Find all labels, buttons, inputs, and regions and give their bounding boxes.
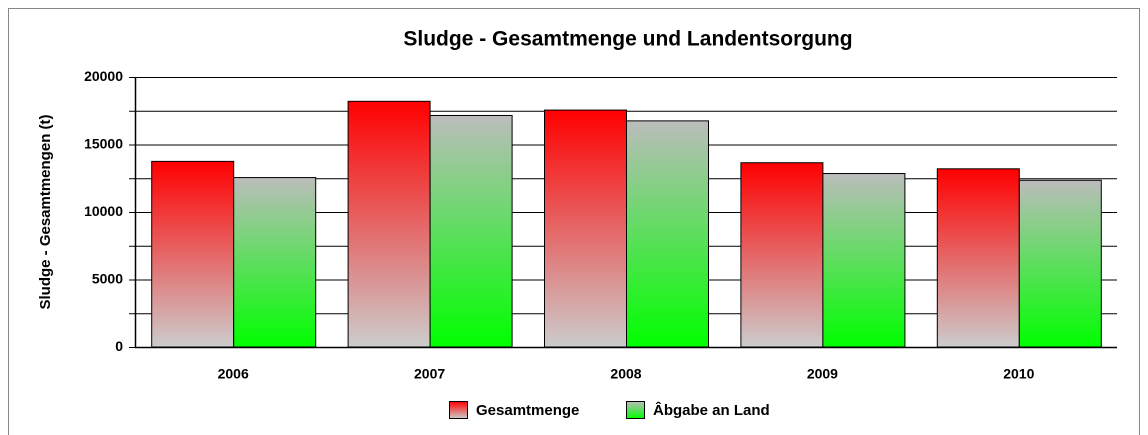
bar <box>936 168 1020 348</box>
chart-title: Sludge - Gesamtmenge und Landentsorgung <box>403 28 852 51</box>
x-tick-label: 2008 <box>610 366 641 382</box>
x-tick-label: 2009 <box>807 366 838 382</box>
y-tick-label: 10000 <box>84 203 123 219</box>
legend-swatch <box>626 401 645 419</box>
y-axis-label: Sludge - Gesamtmengen (t) <box>37 114 54 309</box>
bar <box>347 100 431 348</box>
y-tick-label: 5000 <box>92 271 123 287</box>
y-tick-label: 15000 <box>84 136 123 152</box>
bar <box>626 120 709 348</box>
bar <box>1018 179 1102 348</box>
bar <box>429 114 513 348</box>
legend-label: Âbgabe an Land <box>653 401 770 419</box>
y-tick-label: 0 <box>115 338 123 354</box>
bar <box>544 109 627 348</box>
bar <box>151 160 235 348</box>
legend-swatch <box>449 401 468 419</box>
bar <box>740 162 824 348</box>
x-tick-label: 2006 <box>218 366 249 382</box>
y-tick-label: 20000 <box>84 68 123 84</box>
x-tick-label: 2010 <box>1003 366 1034 382</box>
legend-label: Gesamtmenge <box>476 402 579 419</box>
bar <box>822 173 906 348</box>
x-tick-label: 2007 <box>414 366 445 382</box>
bar <box>233 177 317 348</box>
